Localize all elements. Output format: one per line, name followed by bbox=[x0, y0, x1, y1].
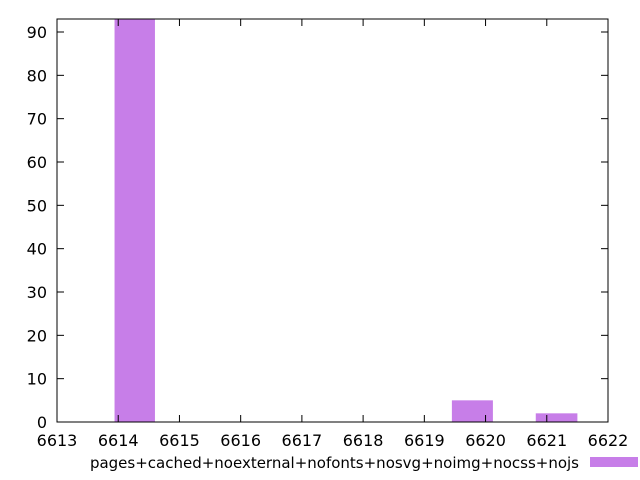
y-tick-label-30: 30 bbox=[27, 283, 47, 302]
legend-label: pages+cached+noexternal+nofonts+nosvg+no… bbox=[90, 454, 579, 472]
bars-layer bbox=[114, 19, 578, 422]
y-tick-label-90: 90 bbox=[27, 23, 47, 42]
x-tick-label-6616: 6616 bbox=[220, 431, 261, 450]
legend-swatch bbox=[590, 457, 638, 467]
x-tick-label-6621: 6621 bbox=[526, 431, 567, 450]
x-tick-label-6620: 6620 bbox=[465, 431, 506, 450]
x-tick-label-6619: 6619 bbox=[404, 431, 445, 450]
bar-2 bbox=[535, 413, 578, 422]
legend: pages+cached+noexternal+nofonts+nosvg+no… bbox=[90, 454, 638, 472]
y-tick-label-50: 50 bbox=[27, 196, 47, 215]
x-tick-label-6614: 6614 bbox=[98, 431, 139, 450]
bar-1 bbox=[451, 400, 493, 422]
x-tick-label-6622: 6622 bbox=[588, 431, 629, 450]
y-tick-label-10: 10 bbox=[27, 370, 47, 389]
x-tick-label-6615: 6615 bbox=[159, 431, 200, 450]
y-tick-label-20: 20 bbox=[27, 326, 47, 345]
y-tick-label-60: 60 bbox=[27, 153, 47, 172]
x-tick-label-6613: 6613 bbox=[37, 431, 78, 450]
x-tick-label-6618: 6618 bbox=[343, 431, 384, 450]
y-tick-label-0: 0 bbox=[37, 413, 47, 432]
y-tick-label-70: 70 bbox=[27, 110, 47, 129]
ticks-layer: 0 10 20 30 40 50 60 70 80 90 6613 6614 6615 6616 6617 6… bbox=[27, 19, 629, 450]
x-tick-label-6617: 6617 bbox=[282, 431, 323, 450]
y-tick-label-40: 40 bbox=[27, 240, 47, 259]
plot-area-frame bbox=[56, 18, 609, 423]
y-tick-label-80: 80 bbox=[27, 66, 47, 85]
bar-0 bbox=[114, 19, 155, 422]
